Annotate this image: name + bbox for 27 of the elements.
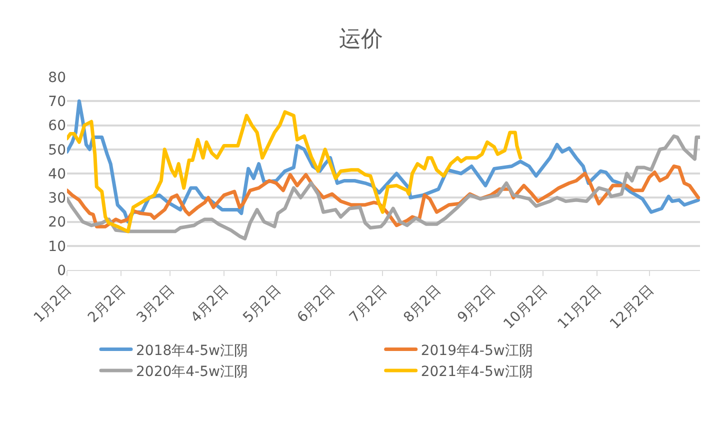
y-tick-label: 60 (48, 118, 66, 134)
legend-label: 2019年4-5w江阴 (420, 342, 533, 359)
y-tick-label: 40 (48, 166, 66, 182)
y-tick-label: 50 (48, 142, 66, 158)
x-tick-label: 1月2日 (31, 282, 75, 326)
legend-label: 2018年4-5w江阴 (136, 342, 248, 359)
y-tick-label: 20 (48, 214, 66, 231)
x-tick-label: 9月2日 (454, 282, 499, 326)
x-tick-label: 4月2日 (188, 282, 232, 326)
x-tick-label: 8月2日 (400, 282, 444, 326)
y-tick-label: 80 (48, 70, 66, 86)
x-tick-label: 3月2日 (134, 282, 178, 326)
x-tick-label: 2月2日 (85, 282, 129, 326)
legend-label: 2021年4-5w江阴 (420, 364, 533, 380)
y-tick-label: 70 (48, 94, 66, 110)
line-series (67, 110, 522, 234)
y-tick-label: 0 (57, 262, 66, 279)
x-tick-label: 11月2日 (554, 282, 605, 332)
y-tick-label: 10 (48, 238, 66, 255)
x-tick-label: 5月2日 (240, 282, 284, 326)
x-tick-label: 7月2日 (346, 282, 390, 326)
legend-label: 2020年4-5w江阴 (136, 364, 248, 380)
y-tick-label: 30 (48, 190, 66, 207)
x-tick-label: 6月2日 (294, 282, 338, 326)
x-tick-label: 12月2日 (607, 282, 658, 332)
chart-title: 运价 (339, 26, 383, 52)
x-tick-label: 10月2日 (500, 282, 551, 332)
